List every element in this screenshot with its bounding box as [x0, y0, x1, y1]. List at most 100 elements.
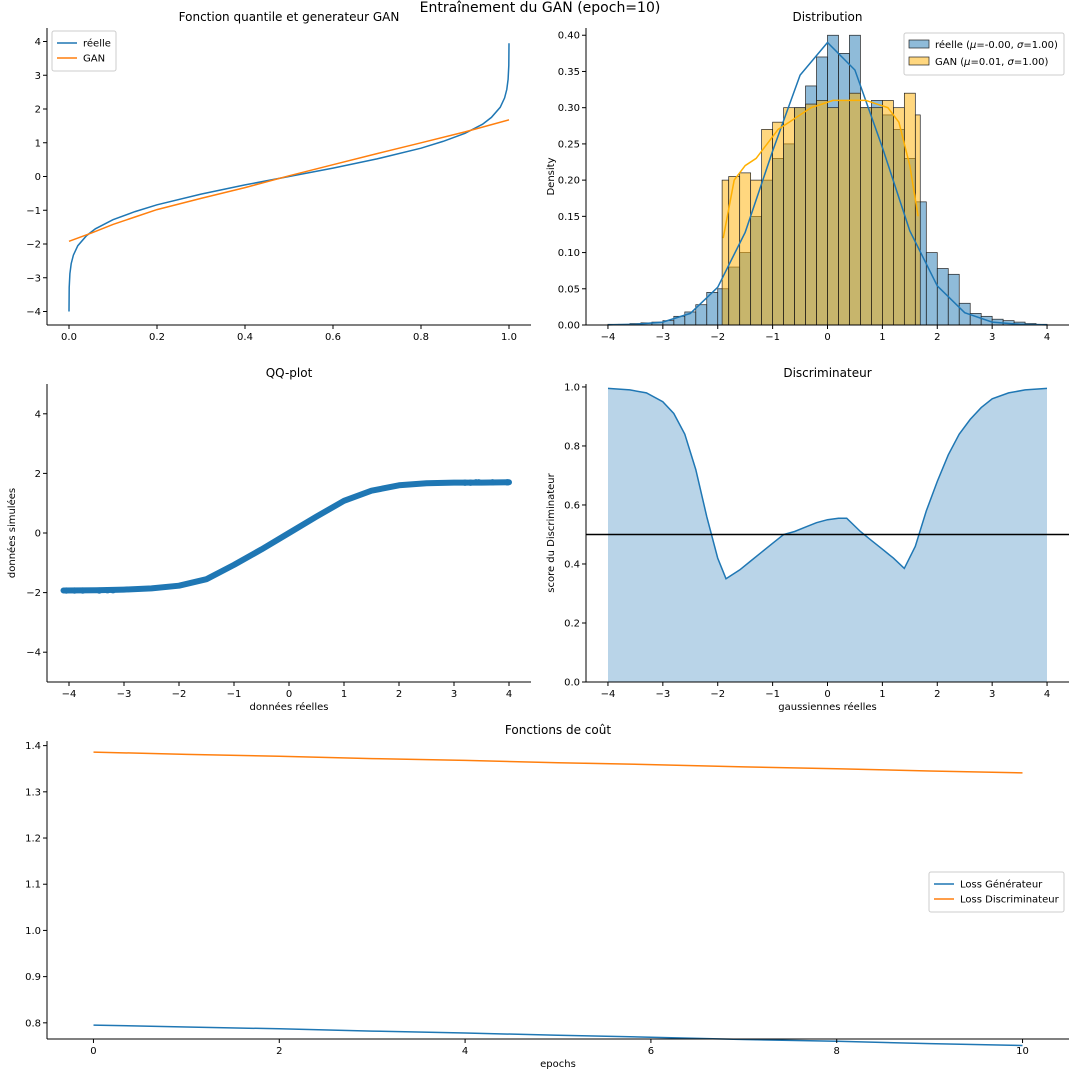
x-tick-label: −1 — [765, 689, 780, 700]
qq-point — [489, 479, 496, 486]
x-tick-label: −3 — [655, 332, 670, 343]
y-tick-label: 1.3 — [25, 787, 41, 798]
x-tick-label: −1 — [227, 689, 242, 700]
y-tick-label: 1.2 — [25, 834, 41, 845]
series-line-reelle — [68, 43, 510, 312]
legend-entry-part: μ — [963, 57, 970, 68]
legend-entry-part: =1.00) — [1014, 57, 1049, 68]
y-tick-label: 0.00 — [558, 321, 580, 332]
y-tick-label: 1.0 — [25, 926, 41, 937]
x-tick-label: 0.0 — [61, 332, 77, 343]
histogram-bar — [860, 107, 872, 326]
y-tick-label: 0.20 — [558, 176, 580, 187]
legend-entry-part: GAN ( — [935, 57, 964, 68]
x-tick-label: 0.2 — [149, 332, 165, 343]
chart-qqplot: −4 −3 −2 −1 0 1 2 3 4 −4 −2 0 2 4 QQ-plot données réell… — [6, 366, 531, 713]
y-tick-label: 0.30 — [558, 103, 580, 114]
histogram-bar — [827, 107, 839, 326]
histogram-bar — [783, 107, 795, 326]
x-tick-label: 3 — [989, 332, 995, 343]
x-tick-label: −4 — [601, 689, 616, 700]
series-line-gan — [68, 119, 510, 243]
x-tick-label: 1 — [341, 689, 347, 700]
x-tick-label: 0.4 — [237, 332, 253, 343]
x-tick-label: 2 — [276, 1046, 282, 1057]
histogram-bar — [706, 292, 719, 326]
histogram-bar — [849, 92, 861, 326]
qq-points-dense — [60, 479, 512, 594]
x-tick-label: 2 — [396, 689, 402, 700]
y-tick-label: 0.05 — [558, 284, 580, 295]
y-axis-label: données simulées — [6, 488, 18, 578]
legend-entry: GAN (μ=0.01, σ=1.00) — [935, 57, 1049, 68]
histogram-bar — [871, 107, 883, 326]
y-tick-label: 0.15 — [558, 212, 580, 223]
y-tick-label: 0.8 — [564, 441, 580, 452]
x-tick-label: −2 — [172, 689, 187, 700]
x-tick-label: −1 — [765, 332, 780, 343]
x-tick-label: 2 — [934, 332, 940, 343]
y-tick-label: 4 — [35, 37, 41, 48]
histogram-bar — [772, 121, 784, 326]
legend-entry-part: =-0.00, — [976, 40, 1017, 51]
legend-entry-part: μ — [969, 40, 976, 51]
qq-point — [109, 587, 117, 594]
x-tick-label: 6 — [648, 1046, 654, 1057]
y-tick-label: 1.4 — [25, 741, 41, 752]
legend-frame — [903, 32, 1065, 76]
legend-entry-part: σ — [1008, 57, 1015, 68]
qq-point — [475, 479, 482, 486]
qq-point — [504, 479, 511, 486]
y-tick-label: −4 — [26, 307, 41, 318]
y-tick-label: −2 — [26, 240, 41, 251]
chart-title: Fonctions de coût — [505, 723, 611, 737]
histogram-bar — [947, 273, 960, 326]
y-tick-label: 0.40 — [558, 31, 580, 42]
y-tick-label: 2 — [35, 469, 41, 480]
histogram-bar — [805, 103, 817, 326]
histogram-bar — [925, 252, 938, 326]
figure-suptitle: Entraînement du GAN (epoch=10) — [420, 0, 661, 16]
qq-point — [104, 587, 111, 594]
loss-discriminator-line — [93, 751, 1023, 774]
histogram-bar — [761, 129, 773, 326]
histogram-bar — [882, 100, 894, 326]
y-tick-label: 3 — [35, 71, 41, 82]
x-tick-label: −3 — [655, 689, 670, 700]
x-tick-label: 1.0 — [501, 332, 517, 343]
discriminator-line — [607, 387, 1048, 580]
chart-losses: 0 2 4 6 8 10 0.8 0.9 1.0 1.1 1.2 1.3 1.4 Fonctions de… — [25, 723, 1069, 1070]
chart-distribution: −4 −3 −2 −1 0 1 2 3 4 0.00 0.05 0.10 0.15 0.20 0.25 0.3… — [546, 10, 1069, 343]
y-tick-label: −2 — [26, 588, 41, 599]
y-axis-label: score du Discriminateur — [546, 472, 557, 592]
histogram-bar — [695, 304, 708, 326]
histogram-bar — [816, 100, 828, 326]
x-tick-label: 3 — [451, 689, 457, 700]
histogram-bar — [936, 268, 949, 326]
y-tick-label: 0.2 — [564, 618, 580, 629]
histogram-bar — [721, 179, 730, 326]
x-tick-label: −3 — [117, 689, 132, 700]
qq-point — [467, 479, 474, 486]
x-tick-label: 0 — [824, 332, 830, 343]
x-tick-label: −4 — [601, 332, 616, 343]
x-tick-label: 0 — [90, 1046, 96, 1057]
legend-entry: GAN — [83, 54, 105, 65]
y-tick-label: 0.4 — [564, 559, 580, 570]
y-tick-label: −3 — [26, 273, 41, 284]
loss-generator-line — [93, 1024, 1023, 1047]
legend-swatch — [908, 56, 930, 66]
y-tick-label: 0.6 — [564, 500, 580, 511]
qq-point — [63, 587, 70, 594]
x-tick-label: 4 — [462, 1046, 468, 1057]
y-tick-label: 1.1 — [25, 880, 41, 891]
legend-entry-part: =1.00) — [1023, 40, 1058, 51]
legend-frame — [928, 871, 1065, 913]
legend-entry: Loss Discriminateur — [960, 895, 1060, 906]
histogram-bar — [914, 114, 921, 326]
y-tick-label: 2 — [35, 105, 41, 116]
legend-entry-part: réelle ( — [935, 39, 970, 51]
y-tick-label: 0.35 — [558, 67, 580, 78]
y-tick-label: 0 — [35, 529, 41, 540]
